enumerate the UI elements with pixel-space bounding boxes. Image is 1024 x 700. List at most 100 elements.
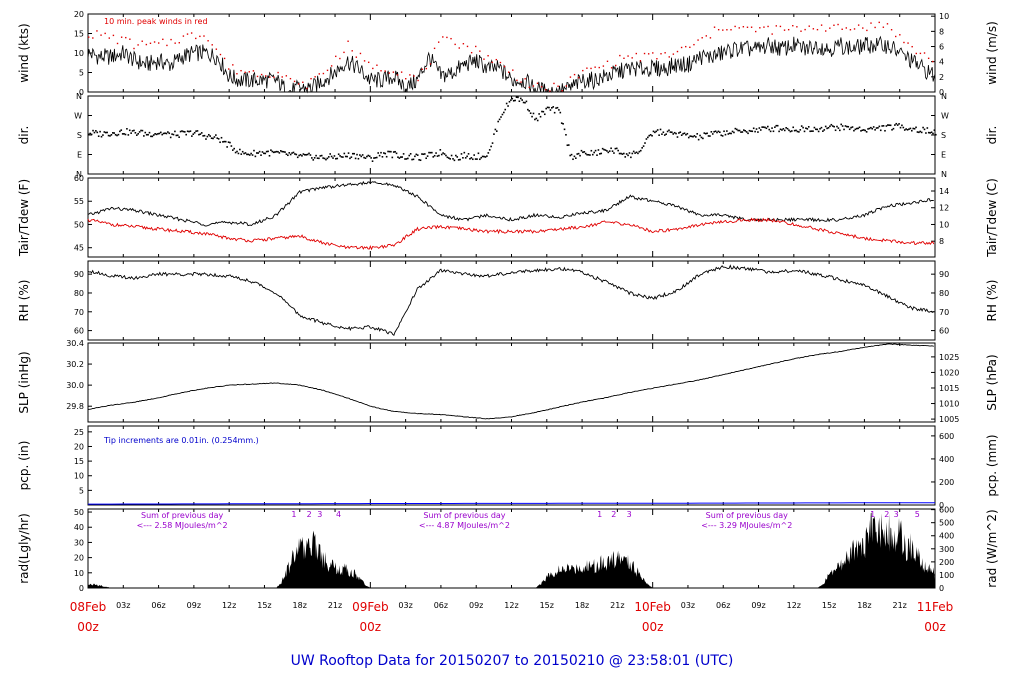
wind-peak-point — [565, 85, 568, 87]
dir-point — [210, 137, 213, 140]
y-tick-label-right-slp: 1010 — [939, 400, 959, 409]
dir-point — [546, 106, 549, 109]
dir-point — [717, 130, 720, 133]
wind-peak-point — [759, 27, 761, 29]
dir-point — [668, 129, 670, 132]
wind-peak-point — [573, 73, 576, 76]
dir-point — [741, 131, 744, 133]
dir-point — [863, 129, 865, 131]
dir-point — [728, 132, 731, 135]
dir-point — [779, 128, 782, 131]
dir-point — [911, 129, 913, 132]
wind-peak-point — [697, 39, 699, 41]
dir-point — [329, 153, 331, 155]
y-tick-label-right-rad: 300 — [939, 545, 954, 554]
dir-point — [665, 133, 667, 135]
rad-day-sum-value-2: <--- 3.29 MJoules/m^2 — [701, 521, 792, 530]
dir-point — [514, 99, 516, 102]
dir-point — [518, 100, 521, 103]
dir-point — [367, 154, 370, 157]
dir-point — [237, 152, 240, 155]
dir-point — [186, 130, 189, 133]
time-axis: 03z 06z 09z 12z 15z 18z 21z 03z 06z 09z 12z 15z 18z 2… — [70, 600, 954, 634]
dir-point — [754, 130, 756, 133]
dir-point — [353, 152, 355, 155]
wind-peak-point — [709, 37, 712, 39]
rad-hour-mark: 1 — [597, 510, 602, 519]
dir-point — [768, 128, 771, 131]
dir-point — [134, 132, 137, 134]
dir-point — [248, 154, 251, 156]
dir-point — [580, 149, 583, 152]
dir-point — [624, 156, 627, 158]
wind-peak-point — [421, 68, 423, 70]
y-tick-label-wind: 0 — [79, 88, 84, 97]
dir-point — [671, 131, 673, 134]
dir-point — [748, 129, 751, 132]
dir-point — [161, 133, 164, 136]
dir-point — [617, 149, 619, 152]
dir-point — [333, 155, 336, 157]
dir-point — [326, 157, 329, 160]
dir-point — [305, 154, 307, 156]
dir-point — [709, 135, 711, 137]
temp-ylabel-right: Tair/Tdew (C) — [985, 178, 999, 258]
dir-point — [687, 136, 690, 139]
wind-peak-point — [886, 23, 889, 25]
wind-peak-point — [396, 74, 399, 76]
dir-point — [265, 150, 268, 153]
wind-peak-point — [347, 40, 349, 42]
dir-point — [864, 129, 867, 132]
dir-point — [898, 123, 900, 125]
wind-peak-point — [742, 26, 745, 28]
dir-point — [627, 154, 629, 157]
dir-point — [836, 125, 838, 128]
dir-point — [425, 157, 427, 160]
temp-line-tdew — [87, 217, 935, 251]
dir-point — [95, 130, 97, 132]
wind-peak-point — [252, 70, 255, 72]
dir-point — [853, 129, 855, 132]
wind-peak-point — [215, 48, 218, 50]
dir-point — [666, 130, 669, 133]
dir-point — [854, 128, 857, 131]
dir-point — [103, 131, 106, 133]
dir-point — [291, 152, 293, 154]
y-tick-label-wind: 15 — [74, 30, 84, 39]
dir-point — [573, 155, 576, 158]
dir-point — [813, 126, 816, 129]
dir-point — [697, 138, 700, 141]
dir-point — [127, 134, 130, 136]
dir-tick-label-right: W — [941, 112, 949, 121]
dir-tick-label: S — [77, 131, 82, 140]
dir-point — [676, 136, 679, 138]
dir-point — [874, 129, 876, 131]
wind-peak-point — [203, 35, 205, 37]
dir-point — [466, 155, 468, 158]
dir-point — [258, 150, 261, 153]
dir-point — [131, 130, 134, 132]
dir-point — [857, 127, 859, 130]
dir-point — [683, 132, 686, 135]
wind-peak-point — [899, 34, 901, 36]
wind-peak-point — [512, 69, 514, 71]
dir-point — [277, 150, 279, 153]
dir-point — [913, 127, 916, 130]
dir-point — [507, 105, 509, 107]
dir-point — [336, 157, 339, 160]
dir-point — [361, 154, 364, 156]
dir-point — [652, 130, 655, 133]
dir-point — [545, 107, 547, 110]
wind-peak-point — [207, 40, 209, 42]
dir-point — [421, 153, 423, 155]
wind-peak-point — [166, 44, 168, 47]
dir-point — [240, 153, 243, 155]
dir-point — [226, 146, 228, 148]
dir-point — [560, 122, 563, 124]
x-minor-label: 15z — [822, 601, 836, 610]
dir-point — [292, 151, 295, 154]
y-tick-label-right-rad: 400 — [939, 532, 954, 541]
dir-point — [383, 152, 385, 154]
dir-point — [295, 153, 298, 156]
wind-peak-point — [273, 76, 275, 78]
